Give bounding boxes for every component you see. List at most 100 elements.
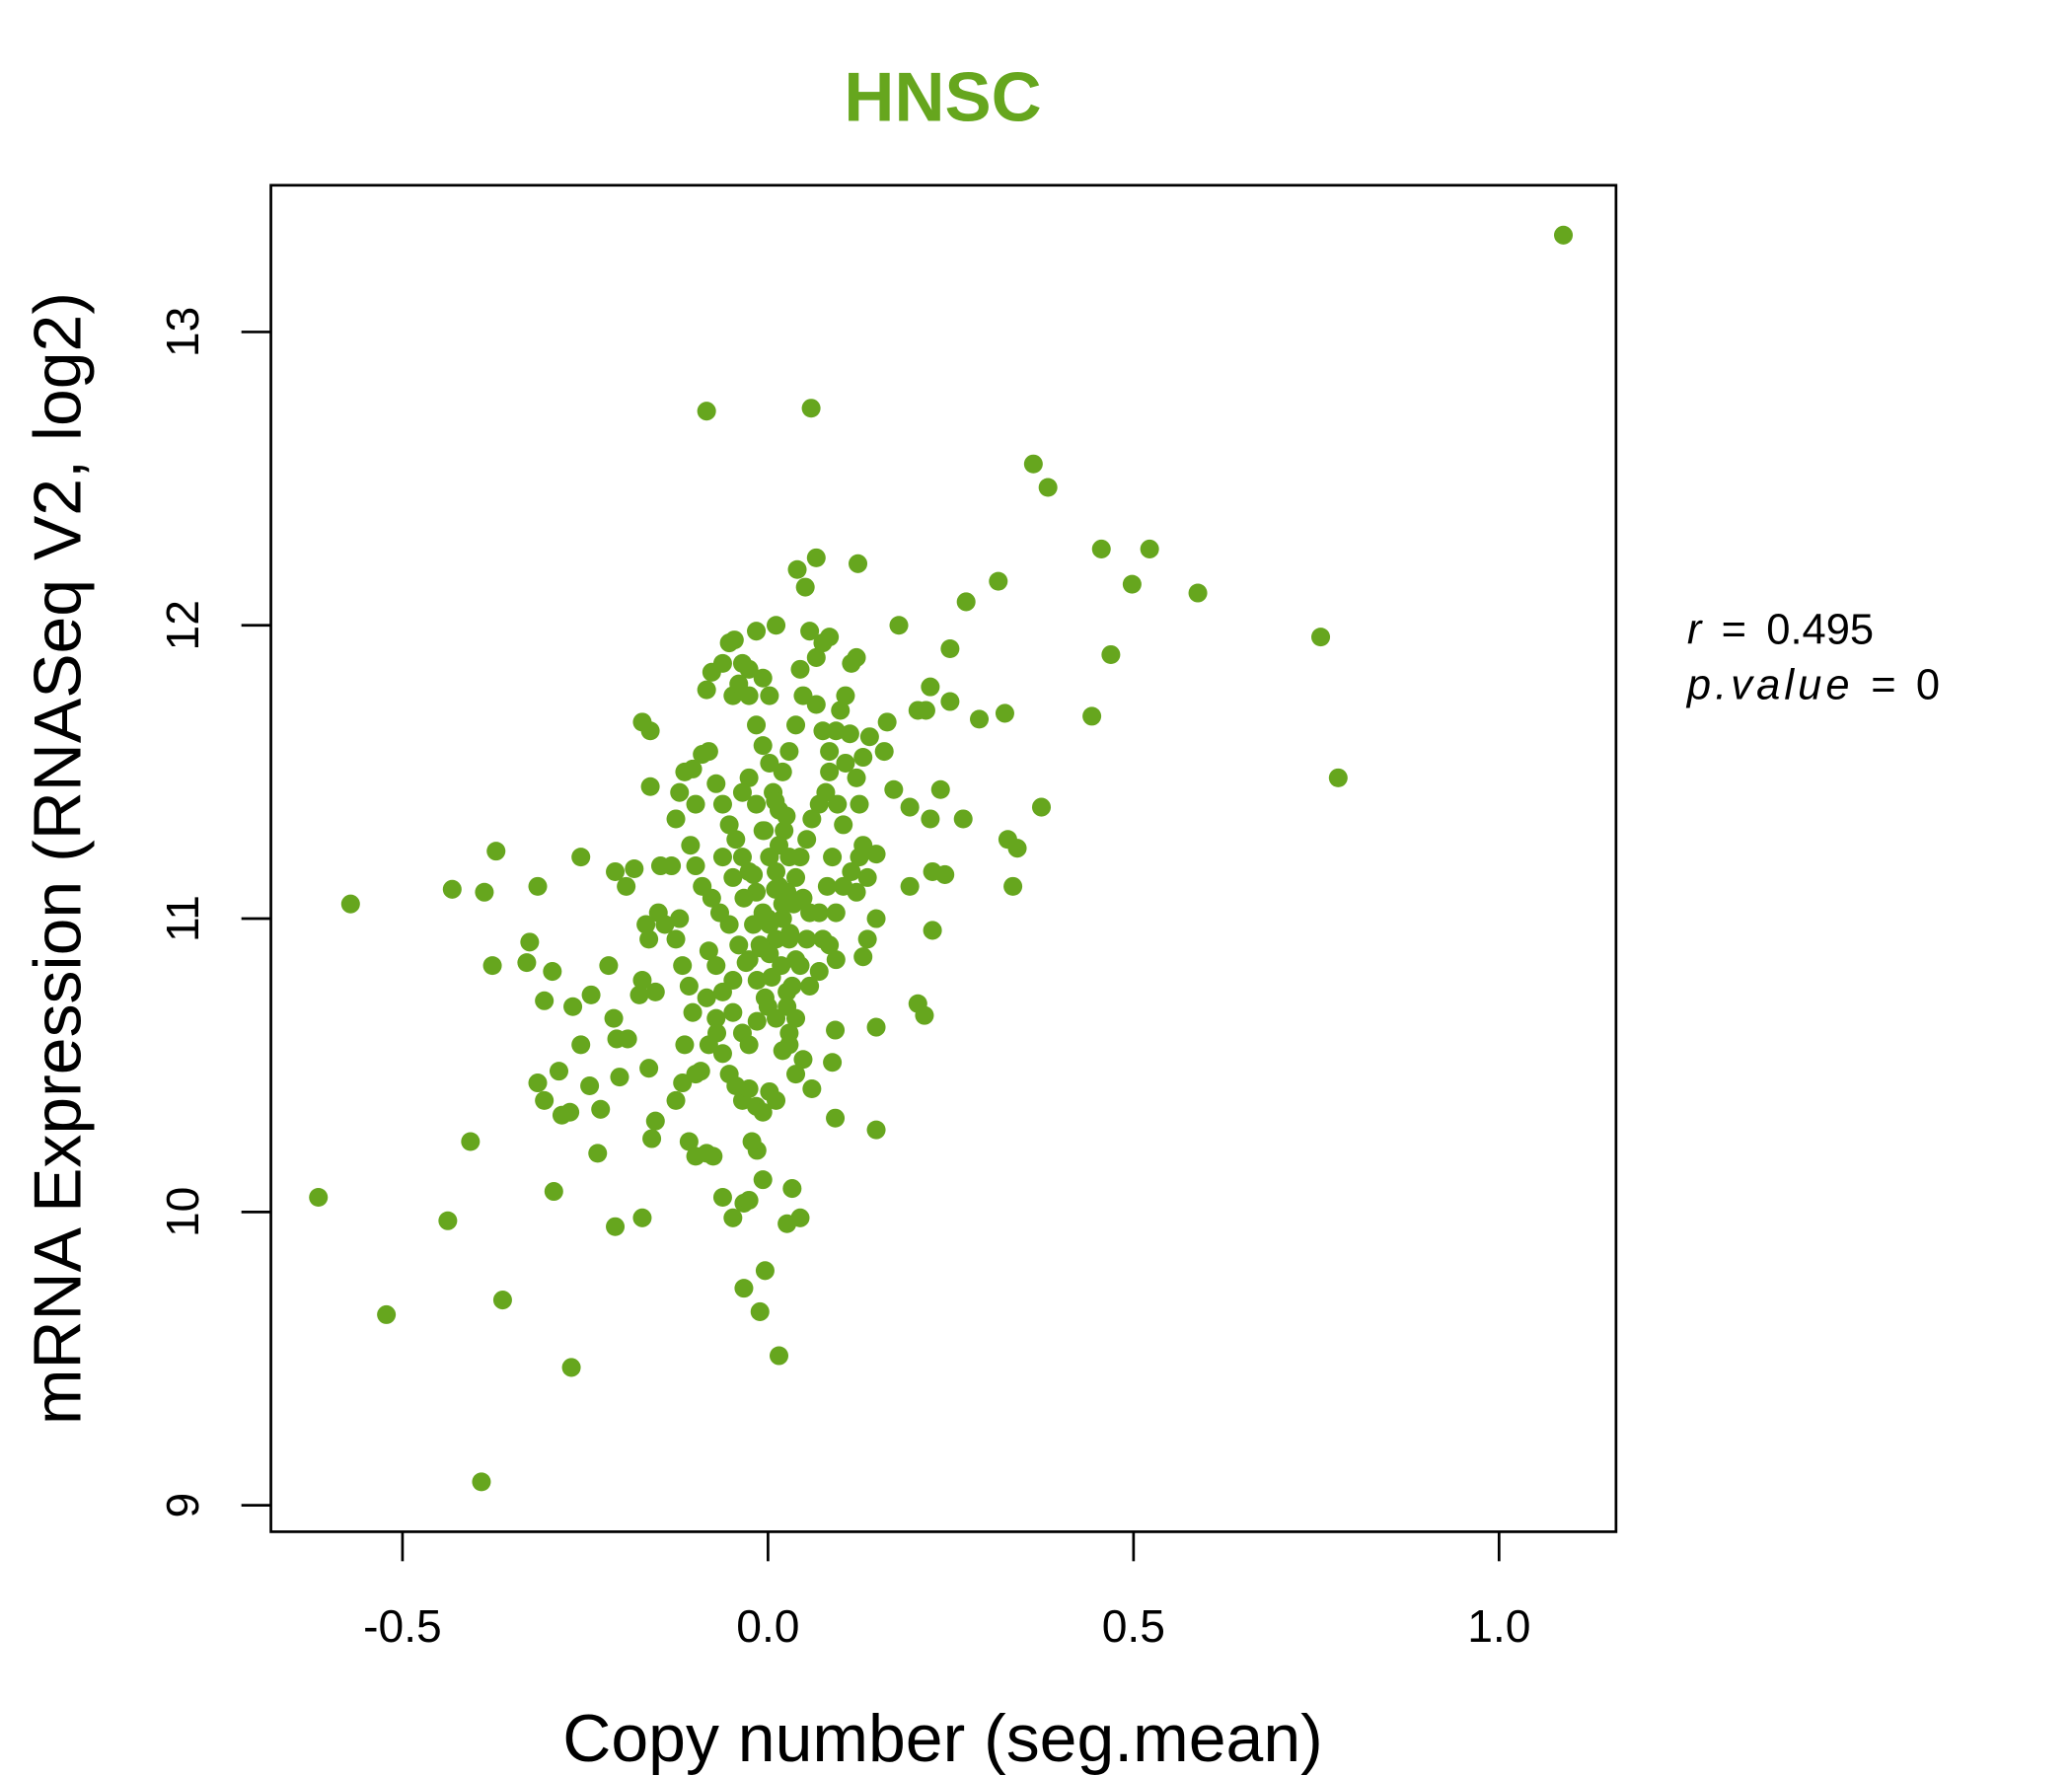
data-point bbox=[706, 1008, 726, 1028]
data-point bbox=[734, 888, 754, 908]
data-point bbox=[739, 1190, 759, 1210]
data-point bbox=[1082, 706, 1102, 726]
data-point bbox=[813, 721, 833, 741]
data-point bbox=[916, 701, 935, 720]
data-point bbox=[840, 724, 859, 744]
data-point bbox=[836, 686, 855, 705]
data-point bbox=[739, 1078, 759, 1099]
data-point bbox=[866, 845, 886, 864]
data-point bbox=[739, 686, 759, 705]
data-point bbox=[442, 879, 462, 899]
x-axis-label: Copy number (seg.mean) bbox=[562, 1701, 1322, 1776]
data-point bbox=[650, 856, 670, 876]
data-point bbox=[762, 967, 781, 988]
data-point bbox=[786, 715, 806, 735]
data-point bbox=[857, 867, 877, 887]
data-point bbox=[629, 985, 649, 1004]
data-point bbox=[486, 842, 506, 861]
data-point bbox=[666, 929, 686, 949]
data-point bbox=[340, 894, 360, 914]
data-point bbox=[853, 947, 873, 967]
data-point bbox=[461, 1132, 481, 1151]
data-point bbox=[666, 809, 686, 829]
data-point bbox=[755, 1261, 775, 1281]
data-point bbox=[823, 1053, 843, 1073]
data-point bbox=[953, 809, 973, 829]
data-point bbox=[1122, 574, 1142, 594]
data-point bbox=[673, 956, 693, 976]
p-value: 0 bbox=[1916, 661, 1940, 708]
data-point bbox=[492, 1291, 512, 1310]
data-point bbox=[1311, 628, 1331, 647]
data-point bbox=[915, 1005, 934, 1025]
x-tick-label: 0.0 bbox=[736, 1600, 799, 1652]
data-point bbox=[734, 1279, 754, 1298]
y-tick-label: 11 bbox=[157, 895, 208, 942]
data-point bbox=[884, 779, 904, 799]
data-point bbox=[828, 794, 848, 814]
data-point bbox=[580, 1075, 600, 1096]
data-point bbox=[617, 876, 636, 896]
data-point bbox=[697, 402, 716, 421]
data-point bbox=[742, 1132, 762, 1151]
data-point bbox=[723, 867, 743, 887]
r-value: 0.495 bbox=[1766, 607, 1874, 654]
data-point bbox=[806, 647, 826, 667]
data-point bbox=[935, 864, 955, 884]
data-point bbox=[588, 1144, 608, 1163]
data-point bbox=[995, 703, 1014, 723]
data-point bbox=[561, 1358, 581, 1377]
data-point bbox=[1023, 454, 1043, 474]
y-tick-label: 13 bbox=[157, 307, 208, 357]
data-point bbox=[900, 876, 920, 896]
data-point bbox=[847, 647, 866, 667]
data-point bbox=[866, 1017, 886, 1037]
data-point bbox=[823, 848, 843, 867]
data-point bbox=[801, 399, 821, 418]
data-point bbox=[877, 712, 897, 732]
data-point bbox=[850, 794, 869, 814]
data-point bbox=[666, 1090, 686, 1110]
data-point bbox=[581, 985, 601, 1004]
data-point bbox=[773, 894, 792, 914]
data-point bbox=[719, 815, 739, 835]
data-point bbox=[866, 1120, 886, 1140]
y-axis: 9 10 11 12 13 bbox=[157, 307, 271, 1518]
x-tick-label: -0.5 bbox=[363, 1600, 442, 1652]
data-point bbox=[834, 815, 853, 835]
data-point bbox=[753, 668, 773, 688]
data-points bbox=[309, 225, 1574, 1492]
data-point bbox=[820, 762, 840, 781]
data-point bbox=[683, 1002, 703, 1022]
data-point bbox=[599, 956, 619, 976]
data-point bbox=[591, 1099, 611, 1119]
data-point bbox=[747, 970, 767, 990]
data-point bbox=[775, 821, 794, 841]
data-point bbox=[1140, 539, 1159, 558]
data-point bbox=[777, 997, 797, 1016]
data-point bbox=[826, 950, 846, 970]
data-point bbox=[806, 548, 826, 567]
data-point bbox=[625, 858, 644, 879]
data-point bbox=[686, 794, 705, 814]
data-point bbox=[482, 956, 502, 976]
y-tick-label: 12 bbox=[157, 600, 208, 650]
data-point bbox=[645, 1111, 665, 1131]
data-point bbox=[739, 768, 759, 787]
data-point bbox=[675, 1035, 695, 1055]
data-point bbox=[797, 830, 817, 850]
data-point bbox=[1188, 583, 1208, 603]
data-point bbox=[543, 962, 562, 982]
data-point bbox=[683, 759, 703, 778]
data-point bbox=[723, 1002, 743, 1022]
data-point bbox=[790, 1208, 810, 1227]
data-point bbox=[377, 1304, 397, 1324]
data-point bbox=[847, 882, 866, 902]
data-point bbox=[679, 1132, 699, 1151]
data-point bbox=[1328, 768, 1348, 787]
data-point bbox=[921, 677, 940, 697]
data-point bbox=[703, 1147, 723, 1166]
data-point bbox=[755, 821, 775, 841]
data-point bbox=[563, 997, 583, 1016]
